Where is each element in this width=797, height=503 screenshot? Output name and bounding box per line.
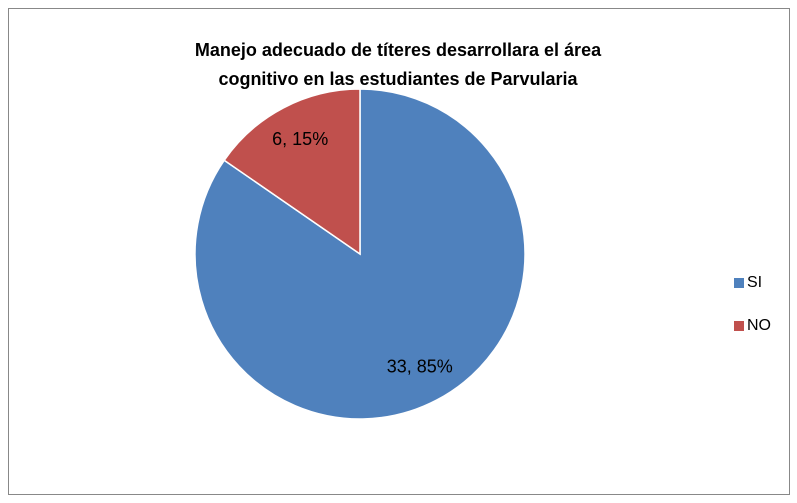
chart-title: Manejo adecuado de títeres desarrollara … [195, 40, 602, 60]
data-label: 6, 15% [272, 129, 328, 149]
legend-swatch [734, 278, 744, 288]
legend-label: SI [747, 274, 762, 291]
pie-slice [223, 88, 361, 256]
chart-title: cognitivo en las estudiantes de Parvular… [218, 69, 578, 89]
data-label: 33, 85% [387, 357, 453, 377]
legend-label: NO [747, 317, 771, 334]
legend-swatch [734, 321, 744, 331]
